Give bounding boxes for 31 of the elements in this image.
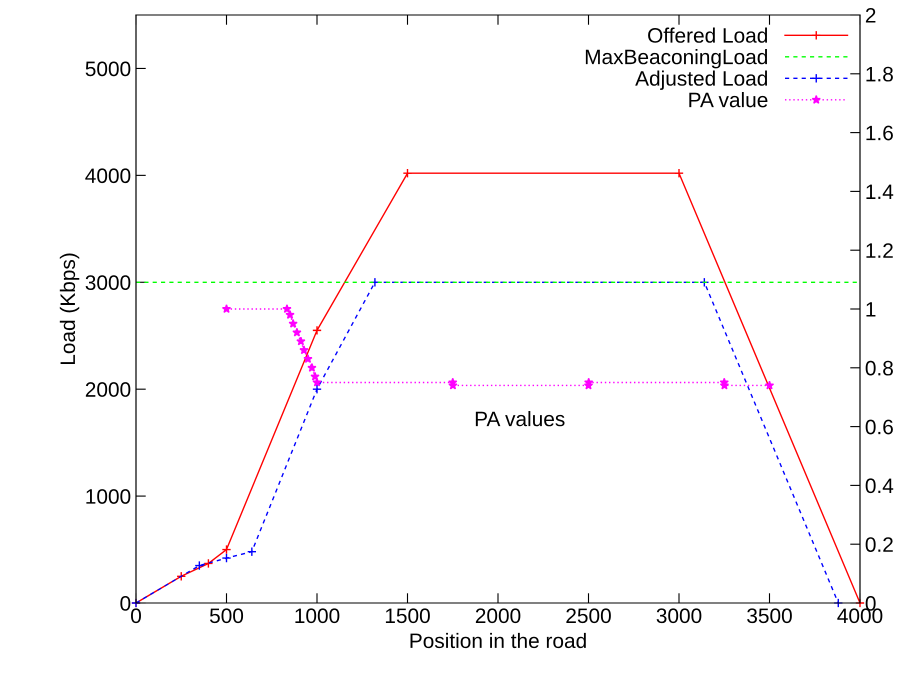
legend-label: Adjusted Load <box>635 70 767 90</box>
x-tick-label: 1000 <box>295 608 340 624</box>
y-tick-label: 4000 <box>85 168 130 184</box>
annotation: PA values <box>476 411 565 426</box>
y-tick-label: 1000 <box>86 489 130 504</box>
y2-tick-label: 1.4 <box>866 184 894 199</box>
y2-tick-label: 1 <box>866 302 876 317</box>
y2-tick-label: 1.2 <box>866 243 893 258</box>
y-tick-label: 0 <box>120 596 130 611</box>
y2-tick-label: 1.8 <box>866 66 893 82</box>
y2-tick-label: 2 <box>866 8 876 23</box>
x-axis-title: Position in the road <box>410 632 586 648</box>
y2-tick-label: 0.2 <box>866 537 893 552</box>
x-tick-label: 1500 <box>386 608 430 624</box>
x-tick-label: 2500 <box>566 608 611 624</box>
y-axis-title: Load (Kbps) <box>60 254 80 364</box>
x-tick-label: 0 <box>131 608 141 624</box>
y2-tick-label: 0.4 <box>866 478 894 494</box>
legend-label: Offered Load <box>648 28 767 43</box>
y-tick-label: 3000 <box>86 275 130 290</box>
y2-tick-label: 1.6 <box>866 126 893 140</box>
y2-tick-label: 0.8 <box>866 360 893 376</box>
y-tick-label: 5000 <box>86 61 130 76</box>
x-tick-label: 3000 <box>656 608 702 624</box>
legend-label: PA value <box>689 92 768 108</box>
legend-label: MaxBeaconingLoad <box>586 49 768 68</box>
x-tick-label: 3500 <box>747 608 792 624</box>
y2-tick-label: 0.6 <box>866 420 893 434</box>
y-tick-label: 2000 <box>86 382 130 397</box>
x-tick-label: 2000 <box>476 608 520 624</box>
x-tick-label: 500 <box>210 608 244 624</box>
